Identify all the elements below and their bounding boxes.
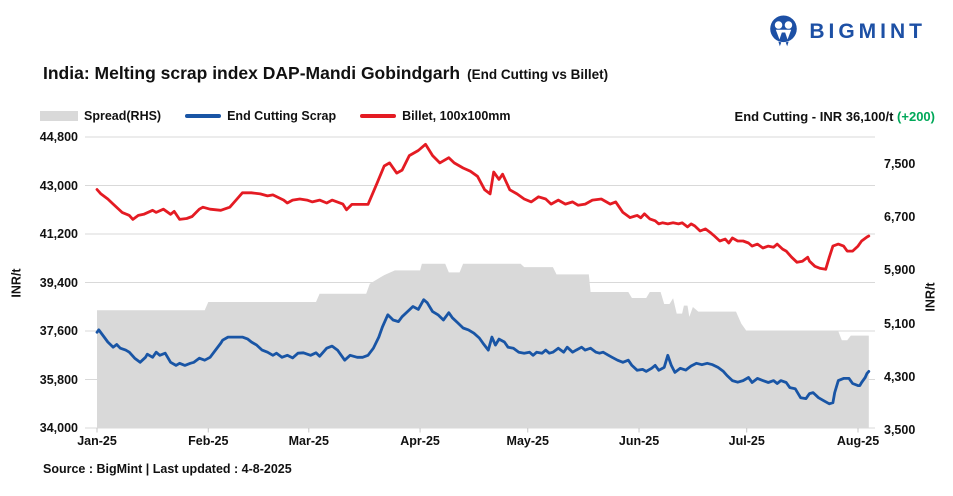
legend-line-swatch [185,114,222,118]
legend-line-swatch [360,114,397,118]
latest-value-annotation: End Cutting - INR 36,100/t (+200) [735,109,935,124]
latest-value-label: End Cutting - INR 36,100/t [734,109,898,124]
chart-legend: Spread(RHS) End Cutting Scrap Billet, 100x… [40,109,511,123]
chart-title-main: India: Melting scrap index DAP-Mandi Gob… [43,63,461,83]
bigmint-logo-text: BIGMINT [809,20,926,43]
y-axis-label-right: 6,700 [884,210,916,225]
bigmint-logo-icon [770,15,798,47]
end-cutting-line [95,298,871,406]
y-axis-label-left: 41,200 [39,227,78,241]
spread-area [97,263,869,428]
y-axis-label-left: 43,000 [39,178,78,193]
bigmint-logo: BIGMINT [767,13,926,51]
chart-title-suffix: (End Cutting vs Billet) [467,67,609,82]
y-axis-label-left: 34,000 [39,421,78,435]
billet-line [95,142,871,271]
legend-item: Billet, 100x100mm [360,109,511,123]
x-axis-label: Aug-25 [836,434,880,448]
y-axis-label-right: 5,100 [884,316,916,331]
y-axis-label-left: 39,400 [39,275,78,290]
legend-label: End Cutting Scrap [227,109,337,123]
legend-item: End Cutting Scrap [185,109,336,123]
y-axis-label-right: 5,900 [884,263,916,278]
legend-item: Spread(RHS) [40,109,161,123]
y-axis-label-right: 4,300 [884,369,916,384]
legend-area-swatch [40,111,78,121]
chart-title: India: Melting scrap index DAP-Mandi Gob… [43,63,608,84]
x-axis-label: Apr-25 [400,434,440,448]
y-axis-label-left: 44,800 [39,130,78,144]
x-axis-label: Mar-25 [288,434,329,448]
x-axis-label: Jul-25 [728,434,765,448]
legend-label: Spread(RHS) [84,109,162,123]
y-axis-label-left: 35,800 [39,372,78,387]
latest-value-change: (+200) [897,109,935,124]
x-axis-label: Jan-25 [77,434,117,448]
y-axis-label-right: 3,500 [884,423,916,437]
y-axis-label-left: 37,600 [39,324,78,338]
source-note: Source : BigMint | Last updated : 4-8-20… [43,462,292,476]
legend-label: Billet, 100x100mm [402,109,511,123]
x-axis-label: May-25 [506,434,549,448]
x-axis-label: Jun-25 [618,434,660,448]
y-axis-label-right: 7,500 [884,157,916,171]
x-axis-label: Feb-25 [188,434,229,448]
